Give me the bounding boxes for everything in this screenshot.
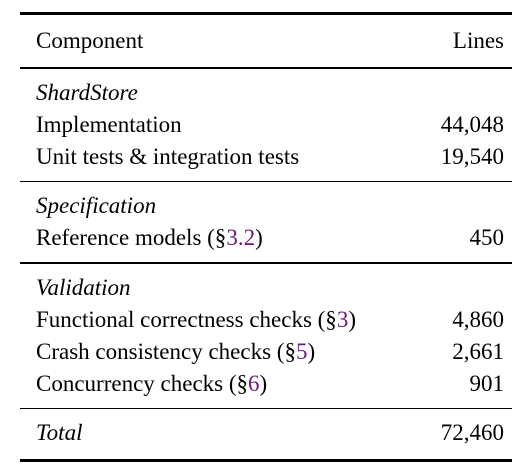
total-rule [20, 407, 512, 409]
total-value: 72,460 [440, 420, 504, 445]
section-title: ShardStore [36, 79, 138, 105]
row-value: 901 [469, 370, 505, 396]
row-value: 450 [469, 225, 505, 250]
row-value: 4,860 [452, 306, 504, 332]
top-rule [20, 12, 512, 15]
section-ref-link[interactable]: 6 [248, 370, 260, 396]
section-ref-link[interactable]: 3.2 [226, 225, 256, 250]
header-rule [20, 67, 512, 69]
section-validation: Validation Functional correctness checks… [20, 264, 512, 408]
row-label: Crash consistency checks (§5) [36, 338, 316, 364]
bottom-rule [20, 459, 512, 462]
table-row: Concurrency checks (§6) 901 [20, 368, 512, 400]
table-row: Unit tests & integration tests 19,540 [20, 141, 512, 173]
table-row: Crash consistency checks (§5) 2,661 [20, 336, 512, 368]
row-value: 19,540 [440, 143, 504, 169]
row-label: Functional correctness checks (§3) [36, 306, 356, 332]
total-row: Total 72,460 [20, 409, 512, 459]
row-label: Unit tests & integration tests [36, 143, 300, 169]
loc-table: Component Lines ShardStore Implementatio… [20, 12, 512, 462]
header-component: Component [36, 28, 144, 53]
section-rule [20, 262, 512, 264]
section-specification: Specification Reference models (§3.2) 45… [20, 182, 512, 262]
header-lines: Lines [452, 28, 504, 53]
row-value: 44,048 [440, 111, 504, 137]
table-row: Functional correctness checks (§3) 4,860 [20, 304, 512, 336]
section-title: Validation [36, 274, 131, 300]
row-label: Implementation [36, 111, 182, 137]
table-row: Implementation 44,048 [20, 109, 512, 141]
section-rule [20, 180, 512, 182]
section-shardstore: ShardStore Implementation 44,048 Unit te… [20, 69, 512, 181]
section-ref-link[interactable]: 3 [336, 306, 349, 332]
row-label: Reference models (§3.2) [36, 225, 263, 250]
section-ref-link[interactable]: 5 [295, 338, 308, 364]
table-row: Reference models (§3.2) 450 [20, 222, 512, 254]
header-row: Component Lines [20, 15, 512, 67]
row-value: 2,661 [452, 338, 504, 364]
section-title: Specification [36, 193, 157, 218]
total-label: Total [36, 420, 83, 445]
row-label: Concurrency checks (§6) [36, 370, 268, 396]
